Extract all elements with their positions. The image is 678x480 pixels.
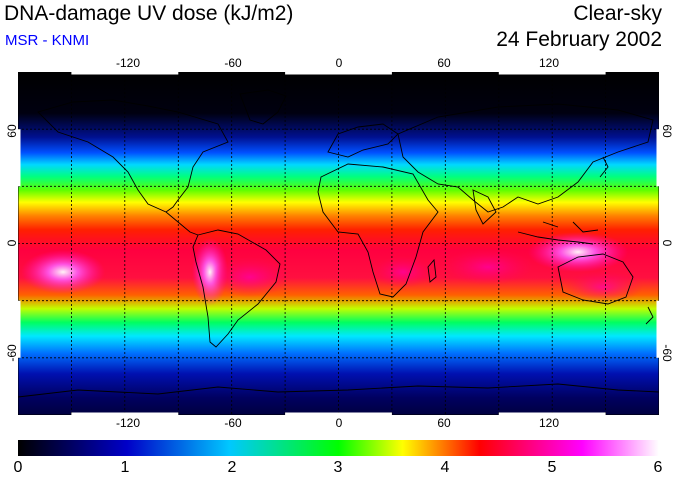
- title: DNA-damage UV dose (kJ/m2): [4, 2, 294, 25]
- colorbar: [18, 440, 659, 456]
- colorbar-svg: [18, 440, 659, 456]
- asia-outline: [397, 103, 654, 213]
- lon-tick-bottom: -120: [115, 416, 141, 430]
- coastlines: [18, 89, 659, 398]
- japan-outline: [599, 156, 609, 178]
- date-label: 24 February 2002: [496, 28, 662, 51]
- lon-tick-top: 60: [437, 56, 451, 70]
- uv-map-svg: [18, 72, 659, 415]
- graticule: [18, 72, 659, 415]
- colorbar-label: 6: [653, 459, 663, 476]
- north-america-outline: [37, 99, 229, 213]
- india-outline: [472, 189, 497, 225]
- south-america-outline: [192, 229, 281, 348]
- lon-tick-top: 0: [335, 56, 343, 70]
- lon-tick-top: -60: [224, 56, 242, 70]
- lat-tick-right: 60: [660, 124, 674, 138]
- lon-tick-bottom: 0: [335, 416, 343, 430]
- source-label: MSR - KNMI: [5, 32, 90, 49]
- lon-tick-top: -120: [115, 56, 141, 70]
- colorbar-label: 5: [547, 459, 557, 476]
- central-america-outline: [165, 211, 199, 236]
- hotspot-australia: [563, 271, 643, 303]
- lon-tick-bottom: 60: [437, 416, 451, 430]
- madagascar-outline: [427, 258, 437, 283]
- hotspot-indonesia: [528, 232, 628, 272]
- uv-dose-map: [18, 72, 659, 415]
- lon-tick-bottom: -60: [224, 416, 242, 430]
- indonesia-outline: [517, 221, 599, 245]
- australia-outline: [557, 253, 634, 305]
- africa-outline: [317, 163, 439, 298]
- colorbar-label: 0: [13, 459, 23, 476]
- lat-tick-left: -60: [5, 344, 19, 362]
- colorbar-label: 3: [333, 459, 343, 476]
- greenland-outline: [239, 89, 287, 125]
- lat-tick-right: 0: [660, 239, 674, 247]
- lat-tick-left: 60: [5, 124, 19, 138]
- colorbar-label: 2: [227, 459, 237, 476]
- antarctica-outline: [18, 383, 659, 398]
- lon-tick-bottom: 120: [538, 416, 560, 430]
- new-zealand-outline: [645, 306, 654, 325]
- colorbar-label: 1: [120, 459, 130, 476]
- hotspot-indian-ocean: [443, 249, 533, 285]
- colorbar-label: 4: [440, 459, 450, 476]
- lat-tick-right: -60: [660, 344, 674, 362]
- lon-tick-top: 120: [538, 56, 560, 70]
- map-border: [18, 72, 659, 415]
- hotspot-africa: [373, 256, 433, 288]
- hotspot-pacific: [21, 250, 105, 294]
- hotspot-south-america: [210, 257, 290, 297]
- lat-tick-left: 0: [5, 239, 19, 247]
- sky-condition: Clear-sky: [573, 2, 662, 25]
